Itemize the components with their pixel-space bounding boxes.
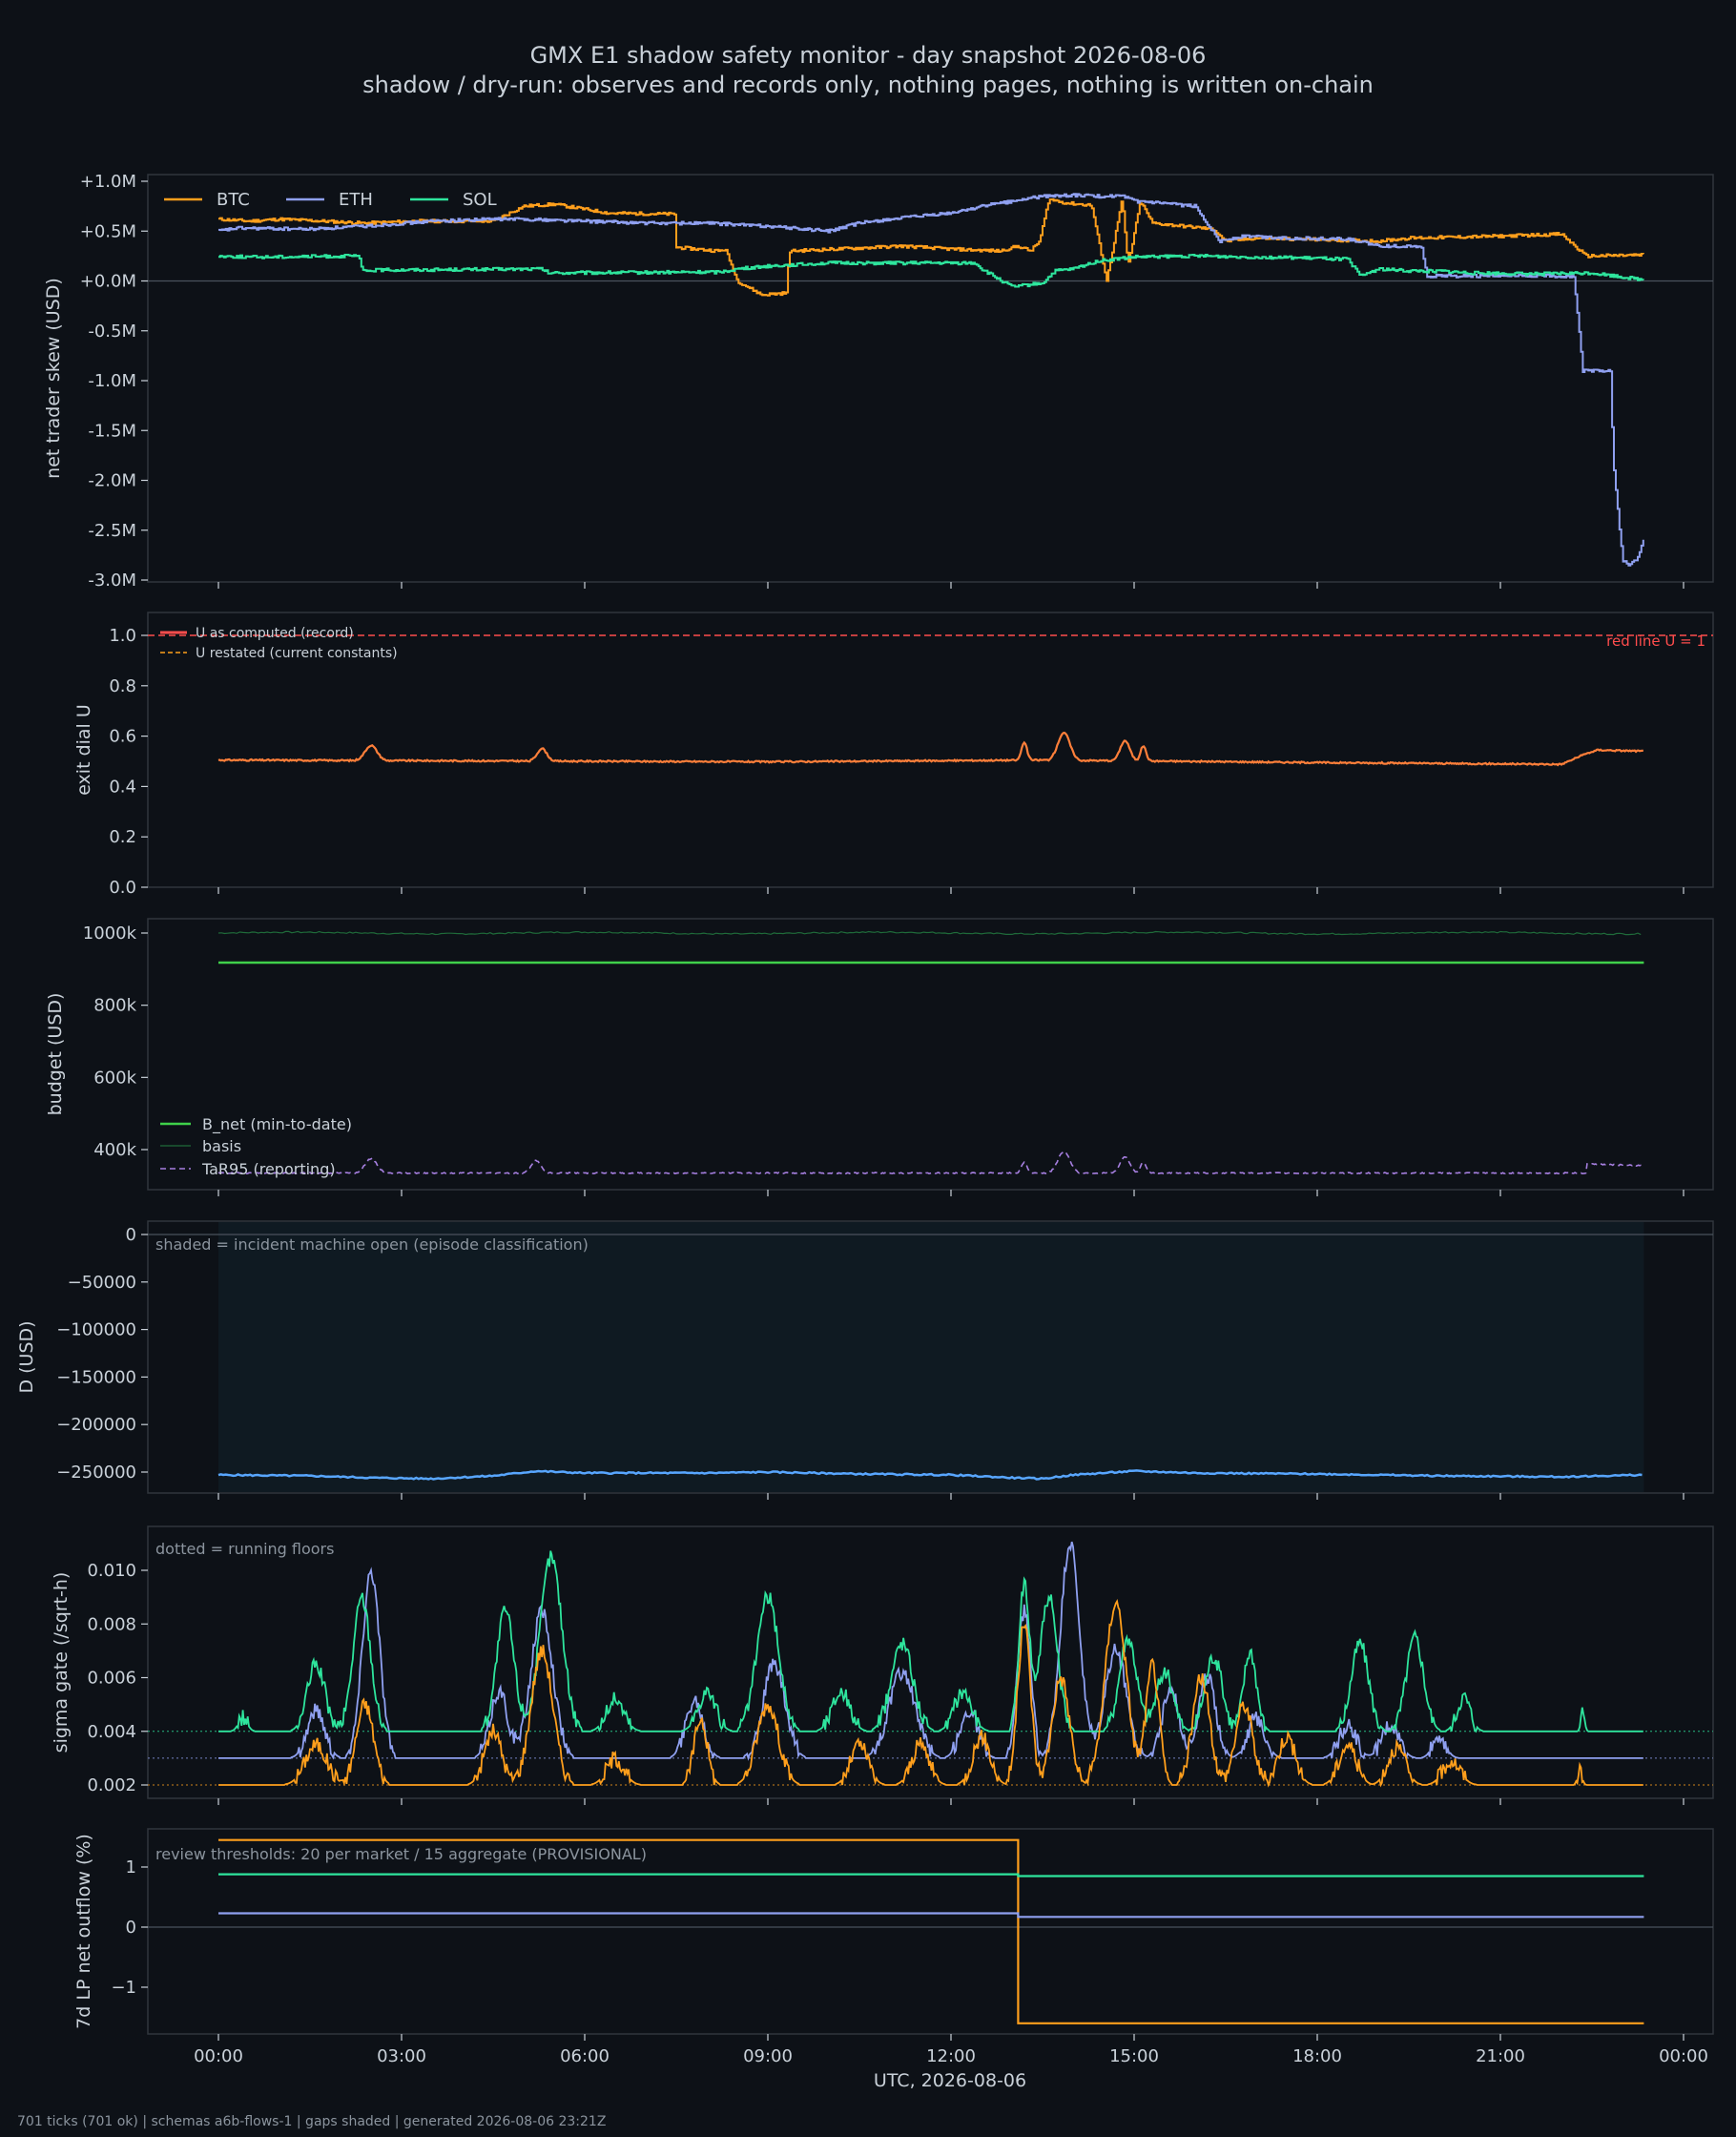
skew-ytick-label: -1.5M	[88, 421, 136, 441]
drawdown-ytick-label: 0	[126, 1225, 136, 1245]
legend-label-btc: BTC	[217, 190, 250, 210]
skew-ytick-label: -1.0M	[88, 371, 136, 391]
skew-ytick-label: -3.0M	[88, 571, 136, 591]
x-tick-label: 09:00	[743, 2046, 793, 2066]
figure-title: GMX E1 shadow safety monitor - day snaps…	[530, 42, 1207, 69]
sigma-series-sol	[218, 1550, 1643, 1733]
footer-status: 701 ticks (701 ok) | schemas a6b-flows-1…	[17, 2114, 606, 2129]
x-tick-label: 03:00	[377, 2046, 426, 2066]
x-tick-label: 00:00	[194, 2046, 243, 2066]
outflow-series-eth	[218, 1912, 1644, 1919]
exit-series-u-computed	[217, 731, 1643, 767]
sigma-annotation: dotted = running floors	[155, 1540, 334, 1558]
drawdown-ytick-label: −50000	[68, 1273, 136, 1293]
drawdown-series-d	[217, 1469, 1643, 1481]
exit-ytick-label: 0.8	[109, 676, 136, 696]
x-tick-label: 00:00	[1659, 2046, 1708, 2066]
drawdown-ytick-label: −250000	[56, 1463, 136, 1483]
panel-exit-dial: red line U = 1 U as computed (record) U re…	[73, 612, 1714, 898]
budget-ytick-label: 1000k	[83, 923, 137, 944]
sigma-y-axis-label: sigma gate (/sqrt-h)	[51, 1572, 72, 1753]
x-axis-label: UTC, 2026-08-06	[874, 2070, 1026, 2091]
budget-ytick-label: 600k	[93, 1068, 136, 1088]
legend-label-u-computed: U as computed (record)	[196, 626, 354, 641]
legend-label-bnet: B_net (min-to-date)	[202, 1115, 352, 1134]
outflow-ytick-label: 1	[126, 1857, 136, 1878]
exit-ytick-label: 0.2	[109, 827, 136, 847]
incident-shaded-region	[218, 1222, 1644, 1492]
sigma-ytick-label: 0.004	[87, 1722, 136, 1742]
outflow-y-axis-label: 7d LP net outflow (%)	[73, 1834, 94, 2029]
panel-skew: BTC ETH SOL +1.0M +0.5M +0.0M -0.5M -1.0M -1.5M -…	[43, 172, 1714, 591]
legend-label-basis: basis	[202, 1137, 241, 1155]
sigma-series-btc	[218, 1598, 1643, 1788]
figure-subtitle: shadow / dry-run: observes and records o…	[362, 72, 1374, 98]
drawdown-annotation: shaded = incident machine open (episode …	[155, 1235, 589, 1254]
outflow-series-btc	[218, 1838, 1644, 2024]
exit-y-axis-label: exit dial U	[73, 704, 94, 796]
sigma-ytick-label: 0.008	[87, 1614, 136, 1634]
skew-series-sol	[218, 254, 1644, 288]
skew-ytick-label: +1.0M	[80, 172, 136, 192]
outflow-panel-frame	[147, 1828, 1714, 2035]
panels-group: BTC ETH SOL +1.0M +0.5M +0.0M -0.5M -1.0M -1.5M -…	[16, 172, 1714, 2066]
skew-ytick-label: +0.0M	[80, 272, 136, 292]
skew-series-eth	[218, 193, 1644, 567]
budget-ytick-label: 800k	[93, 996, 136, 1016]
budget-series-basis	[217, 930, 1642, 936]
x-tick-label: 18:00	[1292, 2046, 1342, 2066]
skew-y-axis-label: net trader skew (USD)	[43, 278, 64, 479]
exit-ytick-label: 0.6	[109, 727, 136, 747]
outflow-annotation: review thresholds: 20 per market / 15 ag…	[155, 1845, 647, 1863]
outflow-ytick-label: −1	[111, 1978, 136, 1998]
drawdown-y-axis-label: D (USD)	[16, 1320, 37, 1393]
drawdown-ytick-label: −100000	[56, 1320, 136, 1340]
x-tick-label: 12:00	[926, 2046, 976, 2066]
red-line-label: red line U = 1	[1606, 633, 1705, 650]
exit-ytick-label: 0.0	[109, 878, 136, 898]
outflow-series-sol	[218, 1873, 1644, 1878]
x-tick-label: 15:00	[1109, 2046, 1159, 2066]
budget-y-axis-label: budget (USD)	[45, 993, 66, 1116]
drawdown-ytick-label: −200000	[56, 1415, 136, 1435]
legend-label-eth: ETH	[339, 190, 373, 210]
sigma-ytick-label: 0.010	[87, 1561, 136, 1581]
panel-outflow: review thresholds: 20 per market / 15 ag…	[73, 1828, 1714, 2066]
budget-series-tar95	[217, 1151, 1644, 1175]
sigma-ytick-label: 0.006	[87, 1669, 136, 1689]
legend-label-sol: SOL	[463, 190, 497, 210]
skew-panel-frame	[147, 174, 1714, 583]
skew-ytick-label: -2.5M	[88, 521, 136, 541]
panel-budget: B_net (min-to-date) basis TaR95 (reporting…	[45, 918, 1714, 1196]
outflow-ytick-label: 0	[126, 1918, 136, 1938]
sigma-panel-frame	[147, 1525, 1714, 1799]
exit-ytick-label: 0.4	[109, 777, 136, 797]
skew-ytick-label: -0.5M	[88, 322, 136, 342]
panel-sigma: dotted = running floors 0.002 0.004 0.006 0.…	[51, 1525, 1714, 1805]
legend-label-tar95: TaR95 (reporting)	[201, 1160, 336, 1178]
x-tick-label: 21:00	[1476, 2046, 1525, 2066]
budget-ytick-label: 400k	[93, 1140, 136, 1160]
skew-ytick-label: +0.5M	[80, 221, 136, 241]
exit-ytick-label: 1.0	[109, 626, 136, 646]
panel-drawdown: shaded = incident machine open (episode …	[16, 1220, 1714, 1500]
x-tick-label: 06:00	[560, 2046, 610, 2066]
legend-label-u-restated: U restated (current constants)	[196, 646, 398, 661]
drawdown-ytick-label: −150000	[56, 1367, 136, 1387]
budget-panel-frame	[147, 918, 1714, 1191]
skew-ytick-label: -2.0M	[88, 471, 136, 491]
sigma-ytick-label: 0.002	[87, 1775, 136, 1795]
exit-panel-frame	[147, 612, 1714, 888]
